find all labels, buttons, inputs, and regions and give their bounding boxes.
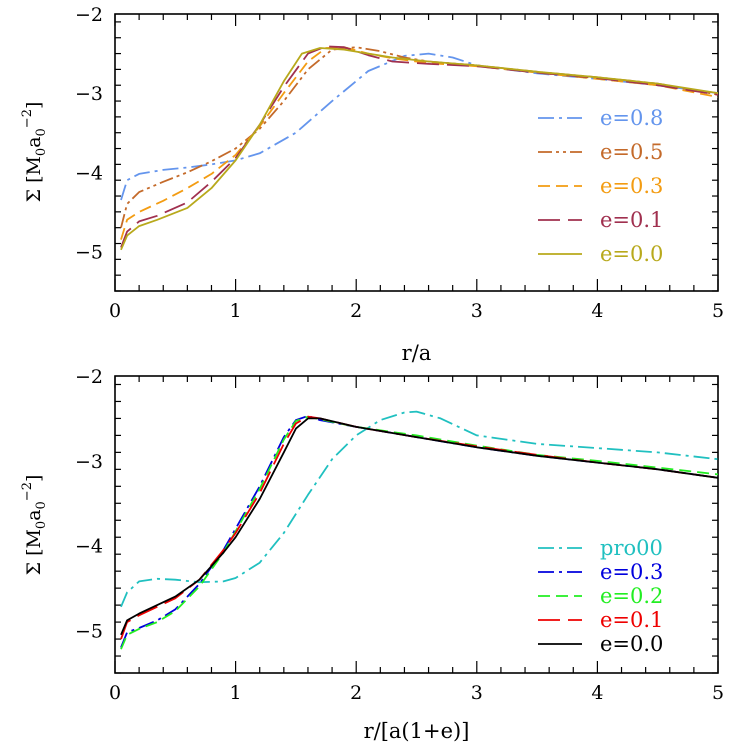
x-tick-label: 0 [109, 300, 121, 322]
legend-label: e=0.5 [600, 140, 663, 164]
series-line-e=0.0 [120, 47, 718, 251]
legend-label: e=0.0 [600, 242, 663, 266]
y-axis-label-part: Σ [M [23, 529, 45, 575]
y-axis-label: Σ [M0a0−2] [20, 102, 49, 203]
y-tick-label: −3 [75, 83, 103, 105]
plot-frame [114, 375, 719, 674]
plot-frame [114, 13, 719, 292]
x-tick-label: 1 [230, 300, 242, 322]
legend-label: e=0.3 [600, 174, 663, 198]
y-axis-label-part: −2 [20, 482, 35, 501]
y-axis-label-part: ] [23, 102, 45, 109]
y-axis-label: Σ [M0a0−2] [20, 475, 49, 576]
x-tick-label: 2 [350, 682, 362, 704]
x-tick-label: 1 [230, 682, 242, 704]
x-axis-label: r/a [402, 341, 432, 365]
legend-label: e=0.0 [600, 632, 663, 656]
x-tick-label: 2 [350, 300, 362, 322]
y-tick-label: −5 [75, 621, 103, 643]
y-axis-label-part: 0 [34, 501, 49, 509]
legend-label: e=0.3 [600, 560, 663, 584]
legend-label: pro00 [600, 536, 663, 560]
legend-label: e=0.1 [600, 608, 663, 632]
legend-label: e=0.8 [600, 106, 663, 130]
x-tick-label: 4 [591, 682, 603, 704]
x-tick-label: 3 [471, 682, 483, 704]
y-axis-label-part: a [23, 509, 45, 520]
y-axis-label-part: −2 [20, 109, 35, 128]
series-line-pro00 [120, 410, 718, 608]
y-axis-label-part: 0 [34, 148, 49, 156]
x-tick-label: 5 [712, 682, 724, 704]
y-axis-label-part: a [23, 136, 45, 147]
x-tick-label: 5 [712, 300, 724, 322]
x-tick-label: 0 [109, 682, 121, 704]
legend-label: e=0.2 [600, 584, 663, 608]
legend-label: e=0.1 [600, 208, 663, 232]
y-tick-label: −4 [75, 162, 103, 184]
y-tick-label: −5 [75, 241, 103, 263]
chart-panel-2: 0 1 2 3 4 5−5−4−3−2r/[a(1+e)]Σ [M0a0−2]pro00e… [20, 366, 724, 743]
y-axis-label-part: 0 [34, 128, 49, 136]
x-tick-label: 3 [471, 300, 483, 322]
y-axis-label-part: 0 [34, 521, 49, 529]
x-axis-label: r/[a(1+e)] [364, 719, 470, 743]
y-axis-label-part: ] [23, 475, 45, 482]
y-tick-label: −4 [75, 536, 103, 558]
chart-panel-1: 0 1 2 3 4 5−5−4−3−2r/aΣ [M0a0−2]e=0.8e=0.5e=0… [20, 4, 724, 365]
y-axis-label-part: Σ [M [23, 156, 45, 202]
series-line-e=0.5 [120, 46, 718, 228]
y-tick-label: −3 [75, 451, 103, 473]
x-tick-label: 4 [591, 300, 603, 322]
y-tick-label: −2 [75, 4, 103, 26]
series-line-e=0.0 [120, 417, 718, 636]
y-tick-label: −2 [75, 366, 103, 388]
